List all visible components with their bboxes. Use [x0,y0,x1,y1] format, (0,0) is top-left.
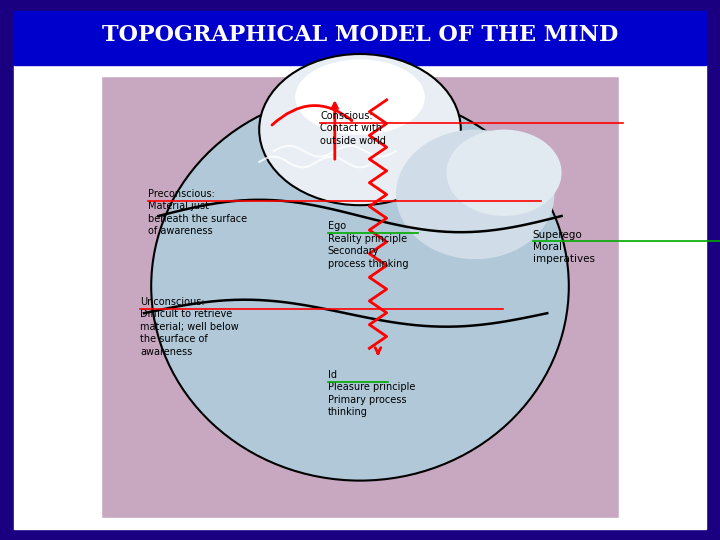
Text: Superego
Moral
imperatives: Superego Moral imperatives [533,230,595,264]
Text: Preconscious:
Material just
beneath the surface
of awareness: Preconscious: Material just beneath the … [148,189,247,236]
FancyArrowPatch shape [272,105,352,125]
Text: Ego
Reality principle
Secondary
process thinking: Ego Reality principle Secondary process … [328,221,408,268]
Ellipse shape [446,130,562,216]
Text: Conscious:
Contact with
outside world: Conscious: Contact with outside world [320,111,386,145]
Text: Id
Pleasure principle
Primary process
thinking: Id Pleasure principle Primary process th… [328,370,415,417]
Ellipse shape [259,54,461,205]
Text: Unconscious:
Difficult to retrieve
material; well below
the surface of
awareness: Unconscious: Difficult to retrieve mater… [140,297,239,356]
Ellipse shape [151,92,569,481]
FancyBboxPatch shape [14,65,706,529]
FancyBboxPatch shape [101,76,619,518]
FancyBboxPatch shape [14,11,706,65]
Ellipse shape [295,59,425,135]
Ellipse shape [396,130,554,259]
Text: TOPOGRAPHICAL MODEL OF THE MIND: TOPOGRAPHICAL MODEL OF THE MIND [102,24,618,46]
